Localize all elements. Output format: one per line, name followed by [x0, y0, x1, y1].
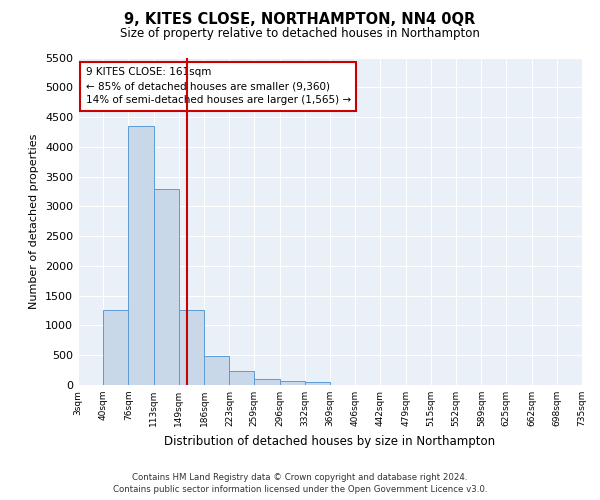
Text: 9 KITES CLOSE: 161sqm
← 85% of detached houses are smaller (9,360)
14% of semi-d: 9 KITES CLOSE: 161sqm ← 85% of detached … [86, 68, 350, 106]
Bar [128, 126, 154, 385]
Bar [280, 381, 305, 385]
Bar [154, 188, 179, 385]
X-axis label: Distribution of detached houses by size in Northampton: Distribution of detached houses by size … [164, 434, 496, 448]
Bar [103, 310, 128, 385]
Bar [179, 310, 204, 385]
Bar [254, 379, 280, 385]
Bar [305, 382, 330, 385]
Bar [229, 372, 254, 385]
Text: Size of property relative to detached houses in Northampton: Size of property relative to detached ho… [120, 28, 480, 40]
Text: 9, KITES CLOSE, NORTHAMPTON, NN4 0QR: 9, KITES CLOSE, NORTHAMPTON, NN4 0QR [124, 12, 476, 28]
Bar [204, 356, 229, 385]
Y-axis label: Number of detached properties: Number of detached properties [29, 134, 40, 309]
Text: Contains HM Land Registry data © Crown copyright and database right 2024.
Contai: Contains HM Land Registry data © Crown c… [113, 472, 487, 494]
